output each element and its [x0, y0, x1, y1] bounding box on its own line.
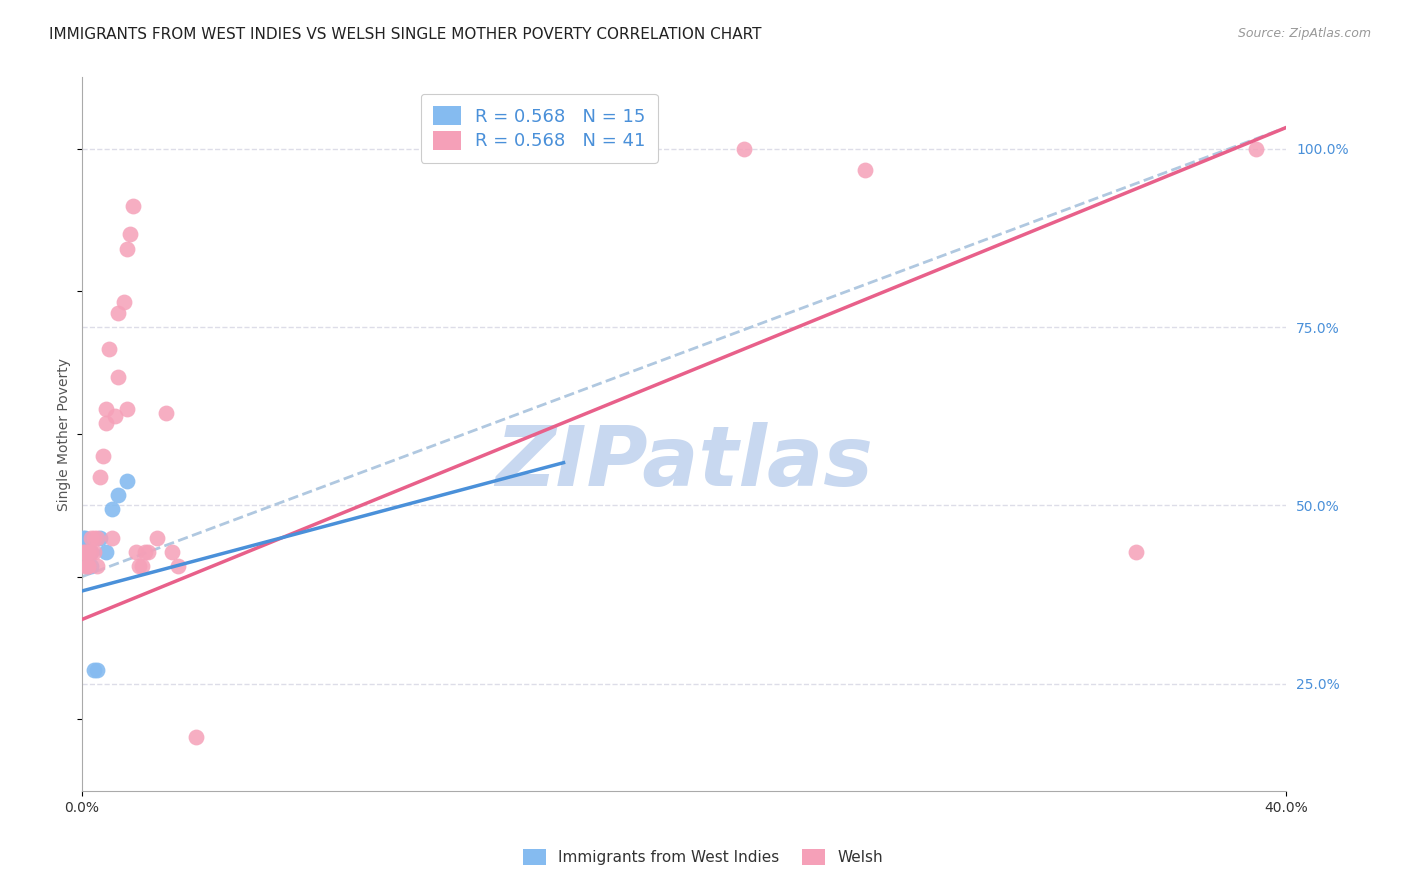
Point: [76, 545, 98, 559]
Point: [91, 449, 114, 463]
Point: [89, 531, 111, 545]
Point: [73, 545, 96, 559]
Point: [115, 474, 138, 488]
Text: Source: ZipAtlas.com: Source: ZipAtlas.com: [1237, 27, 1371, 40]
Point: [167, 559, 190, 574]
Point: [89, 470, 111, 484]
Point: [107, 306, 129, 320]
Point: [155, 406, 177, 420]
Point: [733, 142, 755, 156]
Point: [79, 545, 101, 559]
Point: [79, 559, 101, 574]
Point: [73, 559, 96, 574]
Legend: R = 0.568   N = 15, R = 0.568   N = 41: R = 0.568 N = 15, R = 0.568 N = 41: [420, 94, 658, 163]
Point: [1125, 545, 1147, 559]
Point: [97, 342, 120, 356]
Point: [104, 409, 127, 424]
Point: [76, 545, 98, 559]
Point: [75, 545, 97, 559]
Point: [79, 531, 101, 545]
Point: [86, 531, 108, 545]
Point: [72, 531, 94, 545]
Point: [107, 488, 129, 502]
Point: [146, 531, 169, 545]
Point: [73, 531, 96, 545]
Point: [73, 545, 96, 559]
Point: [72, 545, 94, 559]
Point: [121, 199, 143, 213]
Point: [131, 559, 153, 574]
Point: [115, 402, 138, 417]
Point: [79, 545, 101, 559]
Point: [107, 370, 129, 384]
Point: [75, 545, 97, 559]
Point: [94, 545, 117, 559]
Point: [184, 731, 207, 745]
Point: [100, 502, 122, 516]
Point: [83, 531, 105, 545]
Point: [100, 531, 122, 545]
Point: [125, 545, 148, 559]
Point: [1246, 142, 1268, 156]
Point: [118, 227, 141, 242]
Point: [115, 242, 138, 256]
Point: [853, 163, 876, 178]
Point: [112, 295, 135, 310]
Point: [76, 559, 98, 574]
Point: [136, 545, 159, 559]
Point: [94, 417, 117, 431]
Point: [86, 559, 108, 574]
Point: [134, 545, 156, 559]
Text: IMMIGRANTS FROM WEST INDIES VS WELSH SINGLE MOTHER POVERTY CORRELATION CHART: IMMIGRANTS FROM WEST INDIES VS WELSH SIN…: [49, 27, 762, 42]
Point: [76, 559, 98, 574]
Y-axis label: Single Mother Poverty: Single Mother Poverty: [58, 358, 72, 510]
Point: [86, 663, 108, 677]
Point: [128, 559, 150, 574]
Point: [160, 545, 183, 559]
Point: [83, 545, 105, 559]
Point: [83, 663, 105, 677]
Point: [94, 402, 117, 417]
Text: ZIPatlas: ZIPatlas: [495, 422, 873, 503]
Point: [76, 559, 98, 574]
Legend: Immigrants from West Indies, Welsh: Immigrants from West Indies, Welsh: [517, 843, 889, 871]
